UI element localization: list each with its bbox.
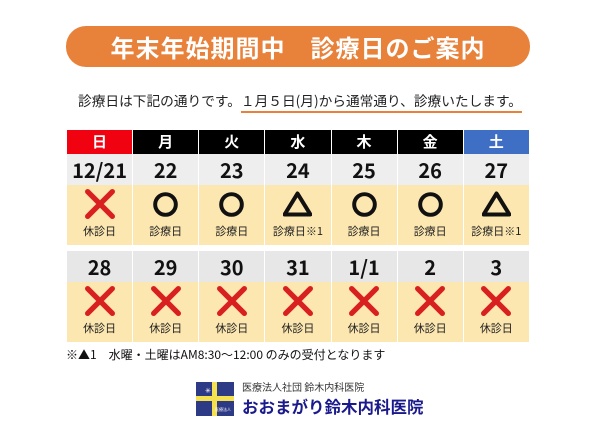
svg-text:✳: ✳ xyxy=(205,387,211,395)
svg-text:医療法人: 医療法人 xyxy=(215,406,231,412)
